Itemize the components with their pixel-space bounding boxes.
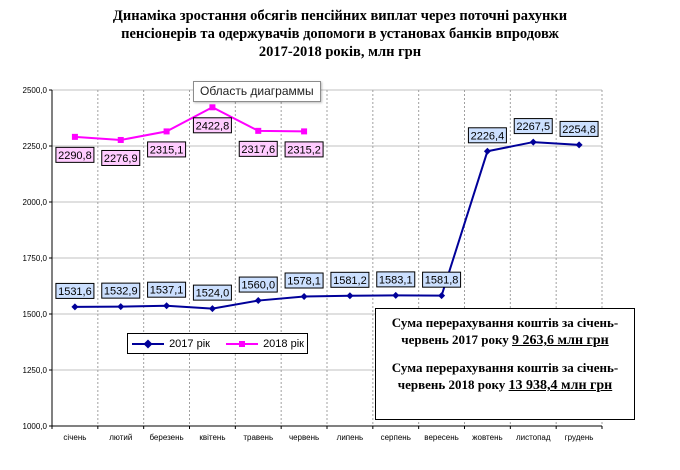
data-label-box [55,282,95,299]
legend-label-2017: 2017 рік [169,338,210,350]
data-label: 1524,0 [196,288,230,300]
data-label-box [101,282,141,299]
data-label-box [238,276,278,293]
y-tick-label: 1250,0 [23,366,48,375]
data-label: 2317,6 [241,144,275,156]
legend-swatch-2017 [132,339,164,349]
summary-2018-line-1: Сума перерахування коштів за січень- [391,360,619,375]
data-label-box [284,141,324,158]
data-point[interactable] [254,297,262,305]
data-point[interactable] [300,293,308,301]
data-label: 1578,1 [287,276,321,288]
x-tick-label: червень [289,433,319,442]
x-tick-label: жовтень [472,433,502,442]
x-tick-label: травень [243,433,273,442]
data-point[interactable] [392,291,400,299]
data-label: 1581,2 [333,275,367,287]
data-point[interactable] [163,302,171,310]
data-label: 2315,2 [287,144,321,156]
data-label-box [513,118,553,135]
x-tick-label: листопад [516,433,551,442]
chart-title: Динаміка зростання обсягів пенсійних вип… [0,7,680,61]
x-tick-label: лютий [109,433,132,442]
summary-2018-line-2: червень 2018 року 13 938,4 млн грн [376,376,634,394]
data-point[interactable] [301,128,308,135]
data-point[interactable] [208,305,216,313]
data-point[interactable] [529,138,537,146]
x-tick-label: липень [337,433,364,442]
data-label-box [55,146,95,163]
data-label: 2315,1 [150,144,184,156]
data-label-box [101,149,141,166]
data-label-box [192,284,232,301]
x-tick-label: вересень [424,433,459,442]
y-tick-label: 1500,0 [23,310,48,319]
data-label: 1532,9 [104,286,138,298]
summary-2017-prefix: червень 2017 року [401,332,509,347]
data-label-box [422,271,462,288]
data-label-box [467,127,507,144]
data-point[interactable] [255,127,262,134]
data-label: 1531,6 [58,286,92,298]
data-label-box [147,281,187,298]
data-label-box [238,140,278,157]
legend-item-2017: 2017 рік [132,337,210,351]
data-label-box [376,271,416,288]
chart-title-line-2: пенсіонерів та одержувачів допомоги в ус… [121,26,559,42]
legend-item-2018: 2018 рік [226,337,304,351]
data-label: 2254,8 [562,124,596,136]
summary-2018-value: 13 938,4 млн грн [508,378,613,393]
data-label-box [559,120,599,137]
legend-swatch-2018 [226,340,258,348]
summary-2018-prefix: червень 2018 року [397,377,506,392]
data-point[interactable] [117,136,124,143]
y-tick-label: 1000,0 [23,422,48,431]
data-point[interactable] [483,147,491,155]
summary-2017-line-2: червень 2017 року 9 263,6 млн грн [376,331,634,349]
data-label: 1581,8 [425,275,459,287]
x-tick-label: грудень [565,433,594,442]
data-point[interactable] [575,141,583,149]
x-tick-label: квітень [199,433,225,442]
summary-2017-value: 9 263,6 млн грн [512,333,609,348]
data-label: 2226,4 [471,130,505,142]
data-point[interactable] [71,133,78,140]
data-point[interactable] [117,303,125,311]
data-label-box [192,117,232,134]
x-tick-label: серпень [381,433,411,442]
x-tick-label: березень [149,433,183,442]
summary-2017: Сума перерахування коштів за січень- чер… [376,314,634,349]
y-tick-label: 2000,0 [23,198,48,207]
summary-box: Сума перерахування коштів за січень- чер… [375,308,635,420]
data-label-box [284,272,324,289]
data-label-box [147,141,187,158]
chart-area-tooltip: Область диаграммы [193,81,321,102]
series-line-2018[interactable] [74,106,305,141]
data-label: 2276,9 [104,153,138,165]
y-tick-label: 2500,0 [23,86,48,95]
data-label: 2290,8 [58,150,92,162]
data-point[interactable] [163,128,170,135]
x-tick-label: січень [63,433,86,442]
data-point[interactable] [438,292,446,300]
data-label: 1560,0 [241,280,275,292]
data-label: 1583,1 [379,274,413,286]
y-tick-label: 1750,0 [23,254,48,263]
summary-2017-line-1: Сума перерахування коштів за січень- [391,315,619,330]
y-tick-label: 2250,0 [23,142,48,151]
series-line-2017[interactable] [74,141,580,310]
data-point[interactable] [71,303,79,311]
data-label-box [330,271,370,288]
summary-2018: Сума перерахування коштів за січень- чер… [376,359,634,394]
chart-legend[interactable]: 2017 рік 2018 рік [127,333,308,354]
legend-label-2018: 2018 рік [263,338,304,350]
data-label: 2267,5 [516,121,550,133]
chart-title-line-3: 2017-2018 років, млн грн [258,44,422,60]
chart-title-line-1: Динаміка зростання обсягів пенсійних вип… [112,8,568,24]
data-label: 1537,1 [150,285,184,297]
data-label: 2422,8 [196,120,230,132]
data-point[interactable] [209,104,216,111]
data-point[interactable] [346,292,354,300]
